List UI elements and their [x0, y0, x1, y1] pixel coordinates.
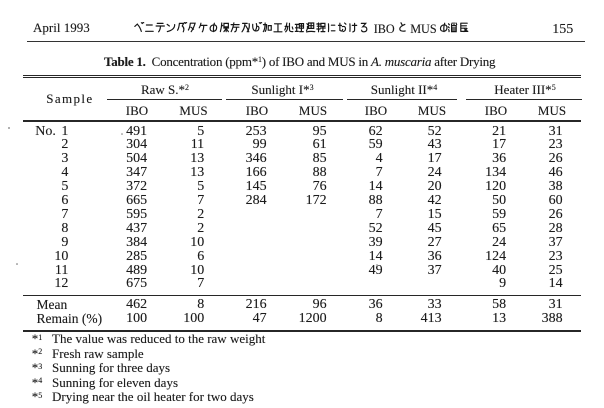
svg-text:MUS: MUS — [410, 22, 437, 35]
svg-text:IBO: IBO — [374, 22, 395, 35]
